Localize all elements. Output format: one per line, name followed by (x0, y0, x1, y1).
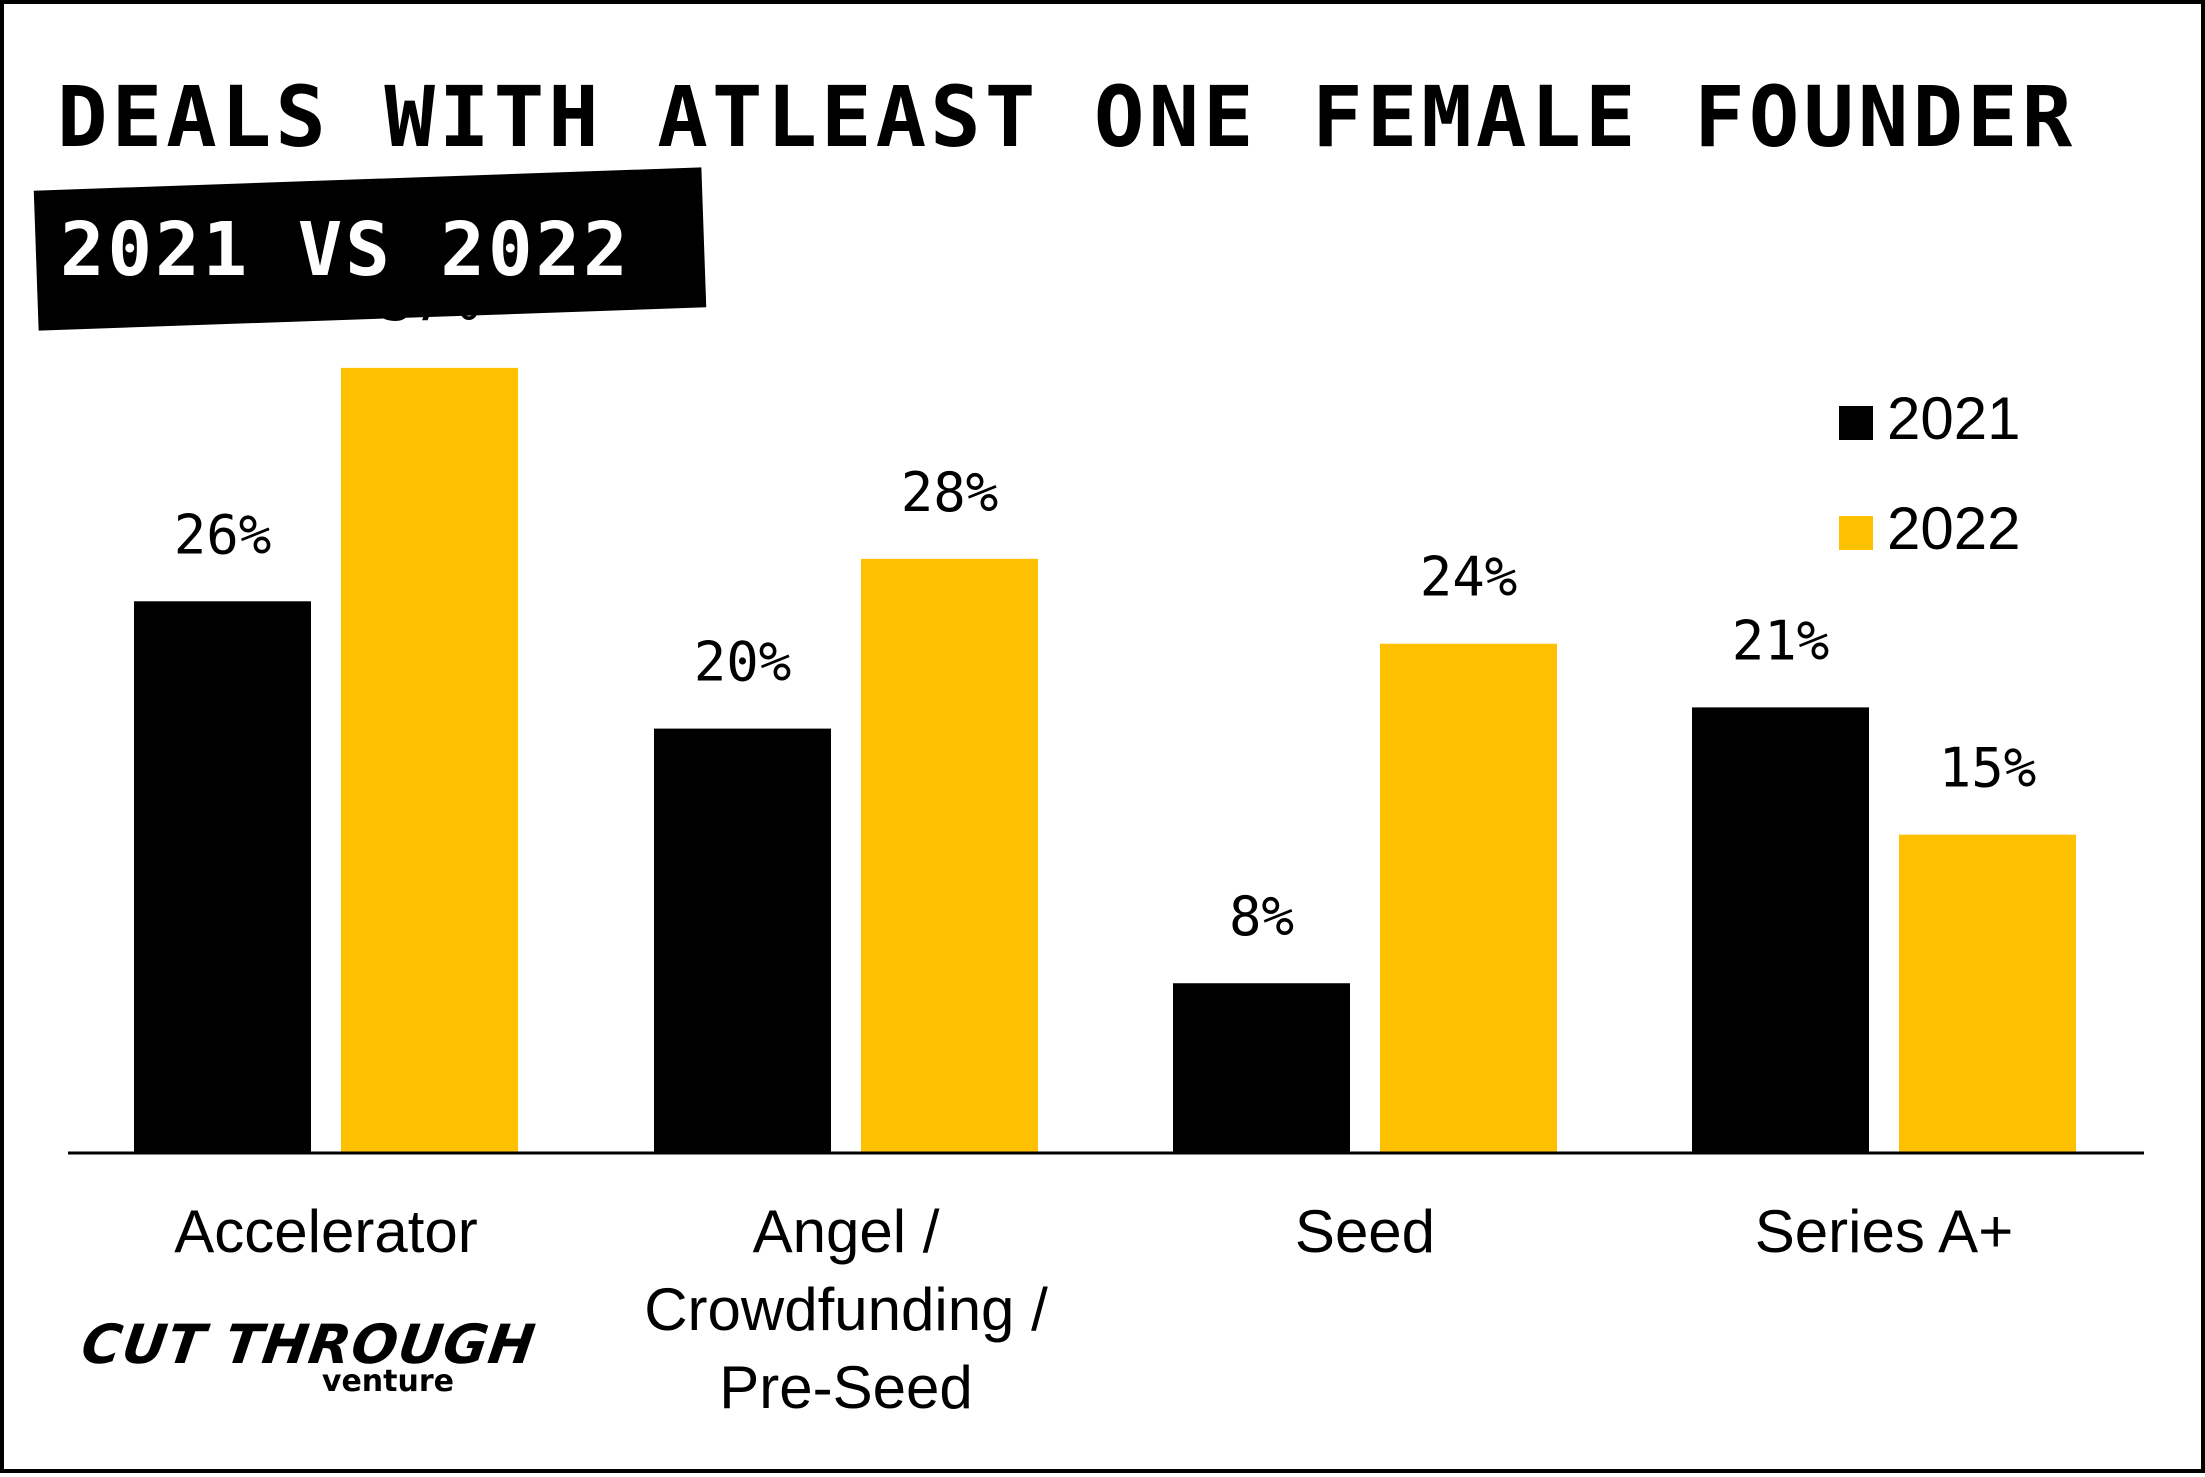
legend-label-2021: 2021 (1887, 385, 2020, 452)
value-label-2021-2: 8% (1229, 885, 1294, 948)
logo-wordmark: CUT THROUGH (77, 1313, 540, 1376)
bar-2021-0 (134, 601, 311, 1153)
bar-2021-2 (1173, 983, 1350, 1153)
category-label-1-line-2: Pre-Seed (719, 1354, 972, 1421)
bar-2022-1 (861, 558, 1038, 1153)
logo-subtext: venture (321, 1364, 454, 1399)
category-labels-layer: Accelerator Angel / Crowdfunding / Pre-Seed… (174, 1198, 2013, 1421)
bar-2021-3 (1692, 707, 1869, 1153)
bars-layer (134, 367, 2076, 1153)
legend-swatch-2021 (1839, 406, 1873, 440)
chart-subtitle: 2021 VS 2022 (60, 207, 631, 293)
chart-title: DEALS WITH ATLEAST ONE FEMALE FOUNDER (57, 68, 2077, 166)
category-label-0-line-0: Accelerator (174, 1198, 477, 1265)
category-label-1-line-1: Crowdfunding / (644, 1276, 1048, 1343)
value-label-2022-3: 15% (1939, 737, 2037, 800)
bar-2022-3 (1899, 834, 2076, 1153)
legend-swatch-2022 (1839, 516, 1873, 550)
bar-2021-1 (654, 728, 831, 1153)
category-label-2-line-0: Seed (1295, 1198, 1435, 1265)
value-label-2022-0: 37% (381, 270, 479, 333)
legend-label-2022: 2022 (1887, 495, 2020, 562)
bar-2022-2 (1380, 643, 1557, 1153)
category-label-3-line-0: Series A+ (1755, 1198, 2014, 1265)
value-label-2022-2: 24% (1420, 546, 1518, 609)
cut-through-venture-logo: CUT THROUGH venture (78, 1313, 540, 1404)
bar-2022-0 (341, 367, 518, 1153)
value-labels-layer: 26% 37% 20% 28% 8% 24% 21% 15% (174, 270, 2037, 948)
value-label-2021-1: 20% (694, 631, 792, 694)
value-label-2021-3: 21% (1732, 609, 1830, 672)
legend: 2021 2022 (1839, 385, 2020, 562)
value-label-2021-0: 26% (174, 503, 272, 566)
bar-chart: 26% 37% 20% 28% 8% 24% 21% 15% Accelerator Angel… (68, 270, 2144, 1421)
value-label-2022-1: 28% (901, 461, 999, 524)
category-label-1-line-0: Angel / (753, 1198, 940, 1265)
